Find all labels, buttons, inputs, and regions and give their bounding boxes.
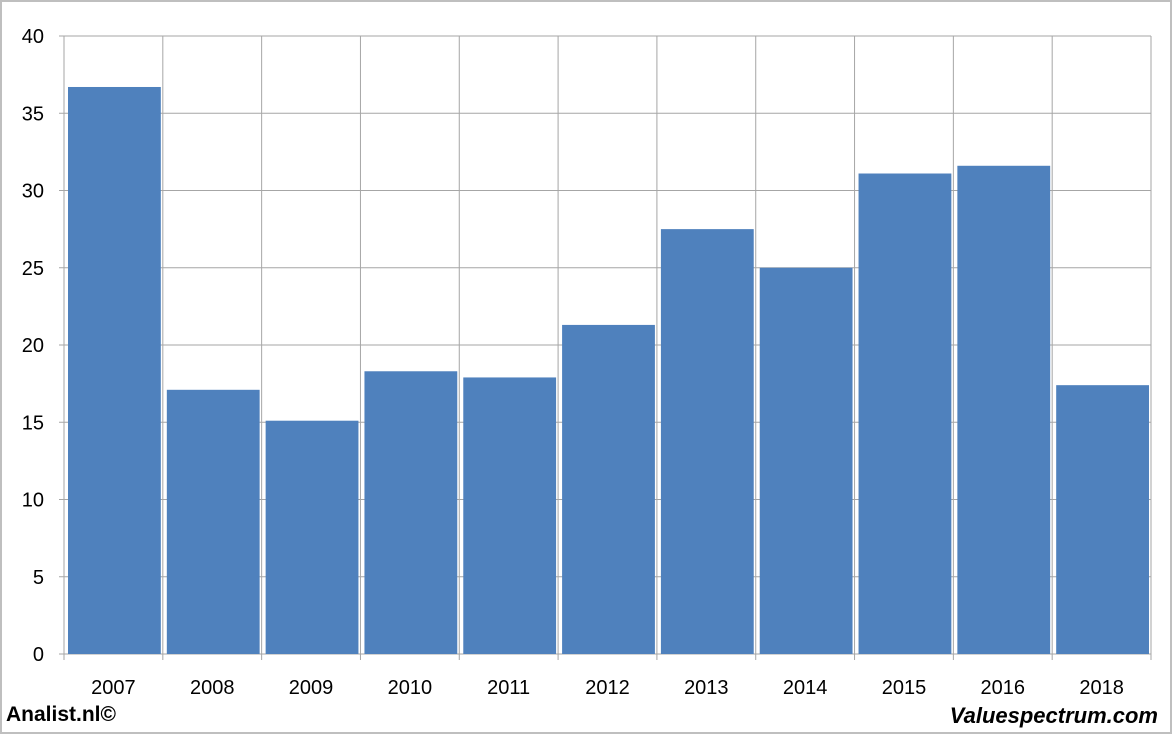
x-tick-label: 2012 [585, 677, 630, 699]
y-tick-label: 30 [22, 181, 44, 203]
bar-2011 [463, 377, 557, 654]
y-tick-label: 25 [22, 258, 44, 280]
footer-brand-left: Analist.nl© [6, 703, 116, 726]
bar-2018 [1056, 385, 1149, 654]
bar-2008 [166, 389, 260, 654]
x-tick-label: 2015 [882, 677, 927, 699]
y-tick-label: 20 [22, 335, 44, 357]
x-tick-label: 2018 [1079, 677, 1124, 699]
x-tick-label: 2010 [388, 677, 433, 699]
bar-2015 [858, 173, 952, 654]
bar-2012 [562, 324, 655, 654]
y-axis: 0 5 10 15 20 25 30 35 40 [22, 26, 64, 666]
bar-2016 [957, 165, 1051, 654]
y-tick-label: 5 [33, 567, 44, 589]
bar-2013 [660, 229, 754, 654]
y-tick-label: 0 [33, 644, 44, 666]
bar-2009 [265, 420, 359, 654]
x-tick-label: 2011 [487, 677, 530, 699]
bar-2010 [364, 371, 458, 654]
x-tick-label: 2013 [684, 677, 729, 699]
y-tick-label: 35 [22, 103, 44, 125]
x-tick-label: 2008 [190, 677, 235, 699]
bar-2007 [68, 86, 161, 655]
y-tick-label: 15 [22, 412, 44, 434]
bar-2014 [759, 267, 853, 654]
footer-brand-right: Valuespectrum.com [949, 703, 1158, 728]
y-tick-label: 40 [22, 26, 44, 48]
x-tick-label: 2014 [783, 677, 828, 699]
bars [68, 86, 1149, 655]
x-axis: 2007 2008 2009 2010 2011 2012 2013 2014 2015 2016… [63, 654, 1152, 699]
x-tick-label: 2016 [981, 677, 1026, 699]
y-tick-label: 10 [22, 490, 44, 512]
x-tick-label: 2007 [91, 677, 136, 699]
x-tick-label: 2009 [289, 677, 334, 699]
